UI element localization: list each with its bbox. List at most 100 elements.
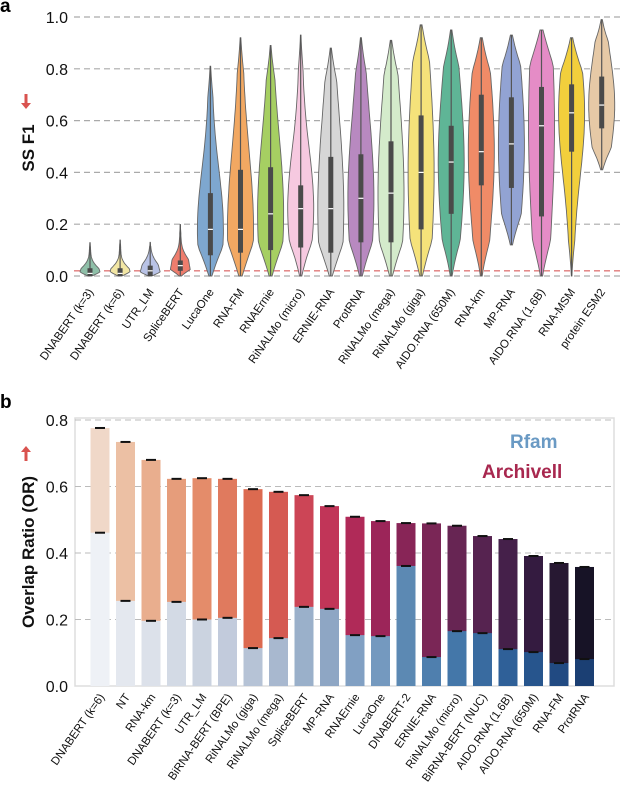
violin-16 xyxy=(558,37,586,277)
y-tick-label: 0.6 xyxy=(46,480,68,497)
bar-group-9 xyxy=(320,505,339,686)
bar-rfam xyxy=(498,649,518,686)
bar-rfam xyxy=(294,606,314,686)
bar-group-0 xyxy=(90,426,110,686)
x-tick: DNABERT (k=6) xyxy=(68,287,126,363)
bar-archivell xyxy=(243,489,263,686)
panel-b-yticks: 0.0 0.2 0.4 0.6 0.8 xyxy=(46,413,68,696)
violin-iqr-box xyxy=(508,97,514,188)
bar-rfam xyxy=(524,652,543,686)
bar-archivell xyxy=(422,523,441,686)
violin-15 xyxy=(528,29,555,277)
bar-rfam xyxy=(575,659,594,686)
bar-archivell xyxy=(549,562,569,686)
violin-14 xyxy=(497,34,525,246)
x-tick-label: DNABERT (k=3) xyxy=(38,287,96,363)
down-arrow-icon xyxy=(21,446,31,461)
bar-rfam xyxy=(243,648,263,686)
bar-group-7 xyxy=(269,490,288,686)
x-tick-label: RiNALMo (micro) xyxy=(247,287,308,366)
panel-a-letter: a xyxy=(0,0,11,17)
violin-3 xyxy=(169,224,191,277)
bar-rfam xyxy=(422,657,441,686)
panel-a-xticks: DNABERT (k=3)DNABERT (k=6)UTR_LMSpliceBE… xyxy=(38,287,608,372)
bar-group-17 xyxy=(524,554,543,686)
bar-rfam xyxy=(141,620,161,686)
bar-group-14 xyxy=(447,524,467,686)
y-tick-label: 0.4 xyxy=(46,546,68,563)
bar-rfam xyxy=(192,619,212,686)
violin-iqr-box xyxy=(298,185,304,248)
bar-rfam xyxy=(269,638,288,686)
x-tick-label: AIDO.RNA (650M) xyxy=(394,287,458,371)
bar-group-6 xyxy=(243,488,263,686)
violin-iqr-box xyxy=(87,268,93,276)
violin-17 xyxy=(588,19,616,171)
violin-iqr-box xyxy=(268,167,274,251)
x-tick: DNABERT (k=3) xyxy=(38,287,96,363)
bar-rfam xyxy=(167,601,186,686)
violin-7 xyxy=(287,34,315,277)
panel-a: a 0.0 0.2 0.4 0.6 0.8 1.0 DNABERT (k=3)DNABER… xyxy=(0,0,620,371)
x-tick: RiNALMo (mega) xyxy=(337,287,398,367)
y-tick-label: 0.6 xyxy=(46,114,68,131)
panel-a-ylabel: SS F1 xyxy=(19,124,38,171)
bar-group-2 xyxy=(141,458,161,686)
violin-iqr-box xyxy=(328,156,334,253)
bar-group-10 xyxy=(345,515,365,686)
bar-rfam xyxy=(447,631,467,686)
violin-8 xyxy=(317,47,345,277)
bar-rfam xyxy=(549,663,569,686)
x-tick-label: DNABERT (k=6) xyxy=(49,692,107,768)
violin-iqr-box xyxy=(569,84,575,152)
panel-b-frame xyxy=(74,417,615,687)
x-tick-label: DNABERT (k=6) xyxy=(68,287,126,363)
bar-archivell xyxy=(575,566,594,686)
panel-a-grid xyxy=(74,16,620,277)
panel-b-ylabel: Overlap Ratio (OR) xyxy=(19,476,38,628)
bar-group-1 xyxy=(116,440,135,686)
violin-4 xyxy=(196,65,224,277)
bar-group-18 xyxy=(549,561,569,686)
bar-group-19 xyxy=(575,565,594,686)
x-tick-label: RiNALMo (mega) xyxy=(337,287,398,367)
violin-10 xyxy=(377,39,405,277)
x-tick: DNABERT (k=6) xyxy=(49,692,107,768)
y-tick-label: 0.2 xyxy=(46,217,68,234)
y-tick-label: 0.0 xyxy=(46,269,68,286)
violin-9 xyxy=(347,37,375,277)
bar-group-13 xyxy=(422,522,441,686)
y-tick-label: 1.0 xyxy=(46,10,68,27)
bar-group-8 xyxy=(294,494,314,686)
y-tick-label: 0.8 xyxy=(46,62,68,79)
violin-2 xyxy=(139,241,161,277)
bar-rfam xyxy=(345,635,365,686)
bar-rfam xyxy=(396,565,416,686)
bar-group-3 xyxy=(167,477,186,686)
x-tick-label: AIDO.RNA (1.6B) xyxy=(487,287,548,367)
bar-group-4 xyxy=(192,477,212,686)
bar-group-5 xyxy=(218,477,237,686)
legend-rfam: Rfam xyxy=(510,432,558,453)
violin-iqr-box xyxy=(539,86,544,217)
violin-iqr-box xyxy=(117,268,123,276)
panel-b-letter: b xyxy=(0,392,12,413)
x-tick-label: NT xyxy=(114,692,133,711)
y-tick-label: 0.4 xyxy=(46,165,68,182)
bar-rfam xyxy=(473,633,492,686)
x-tick: RiNALMo (micro) xyxy=(247,287,308,366)
violin-0 xyxy=(79,242,101,277)
violin-5 xyxy=(227,37,254,277)
violin-iqr-box xyxy=(478,94,484,186)
violin-iqr-box xyxy=(599,76,605,129)
violin-1 xyxy=(109,239,131,277)
bar-rfam xyxy=(116,600,135,686)
panel-a-violins xyxy=(79,19,616,277)
violin-12 xyxy=(437,29,465,277)
panel-b: b 0.00.20.40.60.8 DNABERT (k=6) NTRNA-kmD… xyxy=(0,392,615,785)
x-tick: AIDO.RNA (650M) xyxy=(394,287,458,371)
up-arrow-icon xyxy=(21,94,31,109)
y-tick-label: 0.8 xyxy=(46,413,68,430)
